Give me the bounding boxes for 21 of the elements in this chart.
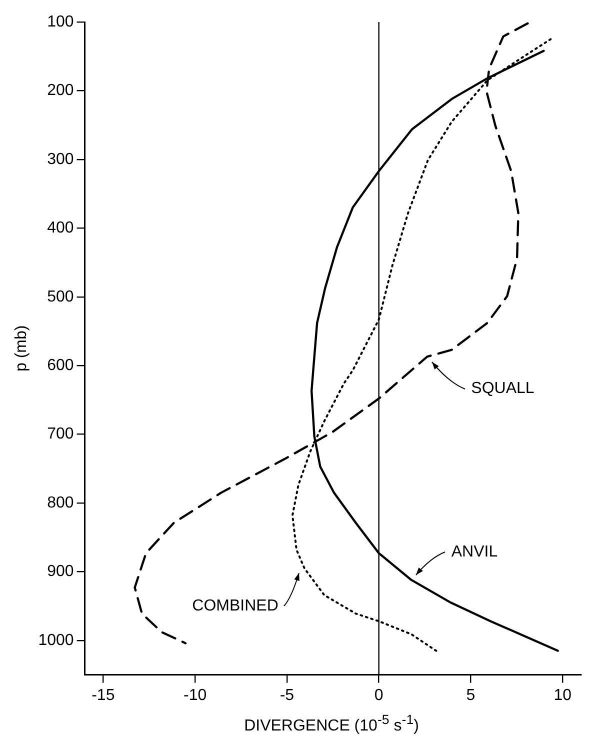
- x-tick-label: -5: [280, 686, 294, 704]
- y-tick-label: 100: [47, 13, 74, 30]
- y-tick-label: 1000: [38, 632, 74, 649]
- y-axis-title: p (mb): [13, 325, 30, 372]
- text: COMBINED: [192, 598, 278, 615]
- y-tick-label: 500: [47, 288, 74, 306]
- text: SQUALL: [471, 380, 534, 398]
- x-tick-label: 10: [554, 686, 572, 704]
- x-axis-title: DIVERGENCE (10$^{-5}$ s$^{-1}$): [243, 712, 420, 736]
- y-tick-label: 200: [47, 82, 74, 100]
- y-tick-label: 300: [47, 150, 74, 168]
- y-tick-label: 400: [47, 220, 74, 237]
- x-tick-label: -15: [92, 686, 115, 704]
- y-tick-label: 900: [47, 563, 74, 580]
- x-tick-label: 5: [466, 686, 476, 704]
- text: ANVIL: [451, 543, 498, 560]
- x-tick-label: -10: [184, 686, 207, 704]
- y-tick-label: 600: [47, 356, 74, 374]
- y-tick-label: 700: [47, 426, 74, 443]
- x-tick-label: 0: [374, 686, 384, 704]
- y-tick-label: 800: [47, 494, 74, 512]
